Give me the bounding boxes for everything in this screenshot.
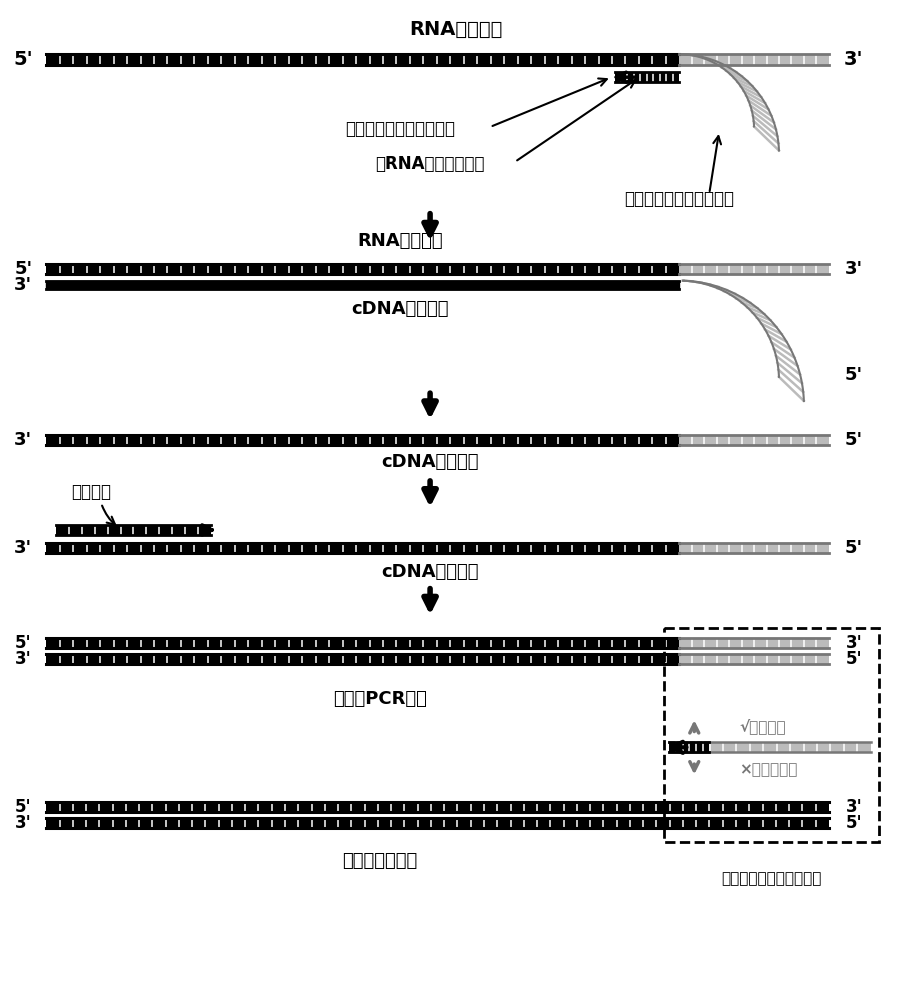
Bar <box>47 264 679 274</box>
Bar <box>47 543 679 553</box>
Text: 3': 3' <box>845 798 862 816</box>
Text: 3': 3' <box>15 539 32 557</box>
Text: RNA模版序列: RNA模版序列 <box>357 232 443 250</box>
Text: 5': 5' <box>15 634 32 652</box>
Text: 反转录引物（反向引物）: 反转录引物（反向引物） <box>345 120 456 138</box>
Bar <box>47 54 679 65</box>
Bar <box>614 72 679 82</box>
Text: cDNA模版序列: cDNA模版序列 <box>382 563 478 581</box>
Bar <box>669 742 709 752</box>
Bar <box>679 638 829 648</box>
Bar <box>57 525 211 535</box>
Text: RNA模版序列: RNA模版序列 <box>409 20 503 39</box>
Bar <box>679 435 829 445</box>
Text: ×不完全匹配: ×不完全匹配 <box>740 762 798 777</box>
Text: 3': 3' <box>845 634 862 652</box>
Text: 3': 3' <box>844 50 864 69</box>
Text: 5': 5' <box>845 650 862 668</box>
Text: 5': 5' <box>14 50 33 69</box>
Bar <box>47 818 829 828</box>
Bar <box>679 264 829 274</box>
Text: 5': 5' <box>845 431 863 449</box>
Text: 人为引入的连续错配部分: 人为引入的连续错配部分 <box>624 190 734 208</box>
Bar <box>47 435 679 445</box>
Bar <box>679 54 829 65</box>
Bar <box>47 638 679 648</box>
Text: 3': 3' <box>845 260 863 278</box>
Bar <box>679 654 829 664</box>
Text: 正向引物: 正向引物 <box>71 483 111 501</box>
Text: cDNA模版序列: cDNA模版序列 <box>352 300 449 318</box>
Text: 5': 5' <box>845 539 863 557</box>
Text: 3': 3' <box>15 431 32 449</box>
Text: 第一轮PCR产物: 第一轮PCR产物 <box>333 690 427 708</box>
Bar <box>665 628 878 842</box>
Text: 基因组模版序列: 基因组模版序列 <box>342 852 418 870</box>
Text: 5': 5' <box>845 814 862 832</box>
Text: 5': 5' <box>845 366 863 384</box>
Text: cDNA模版序列: cDNA模版序列 <box>382 453 478 471</box>
Text: 与RNA模版互补部分: 与RNA模版互补部分 <box>375 155 485 173</box>
Text: 3': 3' <box>15 650 32 668</box>
Bar <box>47 802 829 812</box>
Bar <box>47 281 679 289</box>
Text: 3': 3' <box>15 814 32 832</box>
Text: 3': 3' <box>15 276 32 294</box>
Bar <box>47 654 679 664</box>
Text: 5': 5' <box>15 798 32 816</box>
Text: √完全匹配: √完全匹配 <box>740 718 786 734</box>
Text: 反向引物选择性结合位置: 反向引物选择性结合位置 <box>721 871 822 886</box>
Text: 5': 5' <box>15 260 32 278</box>
Bar <box>669 742 871 752</box>
Bar <box>679 543 829 553</box>
